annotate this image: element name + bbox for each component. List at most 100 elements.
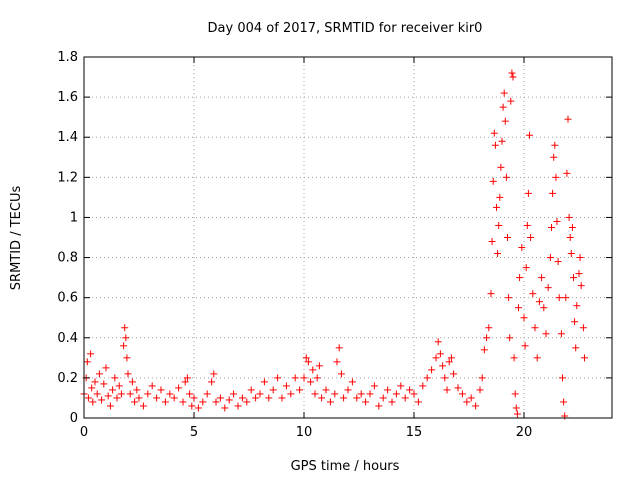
data-point	[322, 386, 330, 394]
data-point	[131, 398, 139, 406]
data-point	[139, 402, 147, 410]
y-tick-label: 0.2	[57, 371, 78, 386]
data-point	[104, 392, 112, 400]
data-point	[87, 350, 95, 358]
data-point	[190, 394, 198, 402]
data-point	[544, 284, 552, 292]
data-point	[353, 394, 361, 402]
data-point	[296, 386, 304, 394]
data-point	[571, 318, 579, 326]
data-point	[508, 69, 516, 77]
data-point	[331, 390, 339, 398]
data-point	[572, 344, 580, 352]
data-point	[109, 386, 117, 394]
data-point	[476, 386, 484, 394]
data-point	[375, 402, 383, 410]
data-point	[357, 390, 365, 398]
data-point	[126, 390, 134, 398]
data-point	[89, 398, 97, 406]
x-tick-label: 0	[80, 425, 88, 440]
data-point	[443, 386, 451, 394]
data-point	[487, 290, 495, 298]
data-point	[181, 378, 189, 386]
data-point	[93, 390, 101, 398]
data-point	[533, 354, 541, 362]
x-tick-label: 15	[406, 425, 423, 440]
x-tick-label: 20	[516, 425, 533, 440]
chart-title: Day 004 of 2017, SRMTID for receiver kir…	[208, 21, 483, 36]
data-point	[565, 213, 573, 221]
data-point	[458, 390, 466, 398]
data-point	[392, 390, 400, 398]
data-point	[348, 378, 356, 386]
data-point	[529, 290, 537, 298]
data-point	[121, 324, 129, 332]
data-point	[549, 189, 557, 197]
data-point	[573, 302, 581, 310]
data-point	[577, 282, 585, 290]
data-point	[567, 250, 575, 258]
data-point	[515, 304, 522, 312]
y-tick-label: 1.4	[57, 130, 78, 145]
data-point	[128, 378, 136, 386]
data-point	[432, 354, 440, 362]
data-point	[563, 169, 571, 177]
axis-ticks: 0 5 10 15 20 0 0.2 0.4 0.6 0.8 1 1.2 1.4 1.6 1.8	[57, 50, 612, 440]
data-point	[542, 330, 550, 338]
data-point	[562, 294, 570, 302]
data-point	[157, 386, 165, 394]
data-point	[98, 396, 106, 404]
data-point	[340, 394, 348, 402]
data-point	[504, 234, 511, 241]
data-point	[467, 394, 475, 402]
data-point	[581, 354, 588, 362]
data-point	[170, 394, 178, 402]
data-point	[238, 394, 246, 402]
y-tick-label: 0.8	[57, 251, 78, 266]
data-point	[480, 346, 488, 354]
data-point	[326, 398, 334, 406]
data-point	[540, 304, 548, 312]
data-point	[148, 382, 156, 390]
data-point	[260, 378, 268, 386]
data-point	[513, 410, 521, 418]
data-point	[309, 366, 317, 374]
data-point	[304, 358, 312, 366]
data-point	[188, 402, 196, 410]
data-point	[183, 374, 191, 382]
data-point	[234, 402, 242, 410]
data-point	[531, 324, 539, 332]
data-point	[313, 374, 321, 382]
data-point	[502, 173, 510, 181]
data-point	[511, 390, 519, 398]
y-tick-label: 1	[70, 210, 78, 225]
data-point	[423, 374, 431, 382]
data-point	[166, 390, 174, 398]
data-point	[83, 358, 91, 366]
data-point	[210, 370, 218, 378]
data-point	[274, 374, 282, 382]
data-point	[557, 330, 565, 338]
data-point	[370, 382, 378, 390]
data-point	[117, 390, 125, 398]
data-point	[88, 384, 96, 392]
data-point	[522, 264, 530, 272]
data-point	[564, 115, 572, 123]
data-point	[135, 394, 143, 402]
data-point	[560, 398, 568, 406]
data-point	[100, 380, 108, 388]
data-point	[493, 203, 500, 211]
data-point	[123, 354, 131, 362]
data-point	[428, 366, 436, 374]
data-point	[133, 386, 141, 394]
data-point	[302, 354, 310, 362]
data-point	[278, 394, 286, 402]
data-points	[80, 69, 588, 420]
data-point	[491, 141, 499, 149]
data-point	[489, 177, 497, 185]
data-point	[269, 386, 277, 394]
data-point	[362, 398, 370, 406]
data-point	[546, 254, 554, 262]
data-point	[501, 117, 509, 125]
